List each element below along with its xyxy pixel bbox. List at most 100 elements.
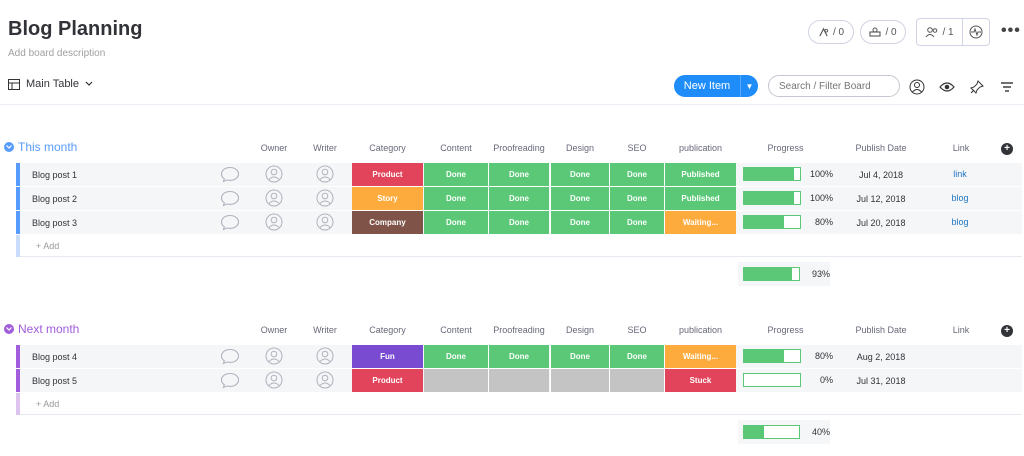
writer-avatar-icon[interactable] [316, 189, 334, 207]
seo-status-cell[interactable]: Done [610, 163, 664, 186]
content-status-cell[interactable]: Done [424, 345, 488, 368]
add-item-row[interactable]: + Add [16, 235, 1022, 257]
group-title[interactable]: This month [4, 140, 77, 154]
column-header-proofreading[interactable]: Proofreading [493, 325, 545, 335]
column-header-design[interactable]: Design [565, 143, 594, 153]
new-item-chevron-icon[interactable]: ▼ [740, 75, 758, 97]
chat-bubble-icon[interactable] [220, 214, 240, 231]
design-status-cell[interactable]: Done [551, 163, 609, 186]
publish-date-cell[interactable]: Jul 20, 2018 [856, 218, 906, 228]
more-options-icon[interactable]: ••• [1001, 22, 1021, 39]
column-header-date[interactable]: Publish Date [855, 325, 907, 335]
publication-status-cell[interactable]: Published [665, 163, 736, 186]
publish-date-cell[interactable]: Jul 31, 2018 [856, 376, 906, 386]
column-header-link[interactable]: Link [952, 143, 970, 153]
column-header-progress[interactable]: Progress [767, 325, 804, 335]
board-title[interactable]: Blog Planning [8, 18, 143, 40]
link-cell[interactable]: link [953, 169, 967, 179]
column-header-progress[interactable]: Progress [767, 143, 804, 153]
column-header-seo[interactable]: SEO [627, 325, 647, 335]
publication-status-cell[interactable]: Waiting... [665, 345, 736, 368]
seo-status-cell[interactable] [610, 369, 664, 392]
owner-avatar-icon[interactable] [265, 213, 283, 231]
link-cell[interactable]: blog [951, 193, 969, 203]
person-filter-icon[interactable] [908, 78, 926, 96]
item-name[interactable]: Blog post 2 [32, 194, 78, 204]
proofreading-status-cell[interactable] [489, 369, 549, 392]
owner-avatar-icon[interactable] [265, 371, 283, 389]
owner-avatar-icon[interactable] [265, 165, 283, 183]
add-column-icon[interactable]: + [1001, 325, 1013, 337]
column-header-writer[interactable]: Writer [313, 325, 337, 335]
item-name[interactable]: Blog post 5 [32, 376, 78, 386]
chat-bubble-icon[interactable] [220, 190, 240, 207]
link-cell[interactable]: blog [951, 217, 969, 227]
proofreading-status-cell[interactable]: Done [489, 163, 549, 186]
category-cell[interactable]: Story [352, 187, 423, 210]
writer-avatar-icon[interactable] [316, 213, 334, 231]
members-button[interactable]: / 1 [917, 19, 963, 45]
column-header-category[interactable]: Category [369, 143, 406, 153]
chat-bubble-icon[interactable] [220, 166, 240, 183]
column-header-content[interactable]: Content [440, 325, 472, 335]
category-cell[interactable]: Fun [352, 345, 423, 368]
seo-status-cell[interactable]: Done [610, 345, 664, 368]
view-selector[interactable]: Main Table [8, 78, 93, 90]
group-title[interactable]: Next month [4, 322, 79, 336]
column-header-date[interactable]: Publish Date [855, 143, 907, 153]
owner-avatar-icon[interactable] [265, 189, 283, 207]
members-control[interactable]: / 1 [916, 18, 990, 46]
column-header-category[interactable]: Category [369, 325, 406, 335]
column-header-seo[interactable]: SEO [627, 143, 647, 153]
publication-status-cell[interactable]: Waiting... [665, 211, 736, 234]
proofreading-status-cell[interactable]: Done [489, 345, 549, 368]
column-header-publication[interactable]: publication [678, 325, 723, 335]
design-status-cell[interactable]: Done [551, 211, 609, 234]
publish-date-cell[interactable]: Jul 12, 2018 [856, 194, 906, 204]
publish-date-cell[interactable]: Jul 4, 2018 [858, 170, 904, 180]
search-input[interactable] [768, 75, 900, 97]
content-status-cell[interactable] [424, 369, 488, 392]
sort-icon[interactable] [998, 78, 1016, 96]
chat-bubble-icon[interactable] [220, 372, 240, 389]
column-header-writer[interactable]: Writer [313, 143, 337, 153]
eye-icon[interactable] [938, 78, 956, 96]
publication-status-cell[interactable]: Stuck [665, 369, 736, 392]
seo-status-cell[interactable]: Done [610, 211, 664, 234]
add-column-icon[interactable]: + [1001, 143, 1013, 155]
column-header-proofreading[interactable]: Proofreading [493, 143, 545, 153]
owner-avatar-icon[interactable] [265, 347, 283, 365]
content-status-cell[interactable]: Done [424, 163, 488, 186]
activity-log-button[interactable] [963, 25, 989, 39]
collapse-group-icon[interactable] [4, 324, 14, 334]
publish-date-cell[interactable]: Aug 2, 2018 [856, 352, 906, 362]
collapse-group-icon[interactable] [4, 142, 14, 152]
item-name[interactable]: Blog post 1 [32, 170, 78, 180]
proofreading-status-cell[interactable]: Done [489, 187, 549, 210]
design-status-cell[interactable] [551, 369, 609, 392]
board-description[interactable]: Add board description [8, 48, 106, 59]
new-item-button[interactable]: New Item ▼ [674, 75, 758, 97]
category-cell[interactable]: Company [352, 211, 423, 234]
category-cell[interactable]: Product [352, 163, 423, 186]
design-status-cell[interactable]: Done [551, 345, 609, 368]
activity-button[interactable]: / 0 [808, 20, 854, 44]
column-header-owner[interactable]: Owner [260, 325, 288, 335]
content-status-cell[interactable]: Done [424, 211, 488, 234]
content-status-cell[interactable]: Done [424, 187, 488, 210]
item-name[interactable]: Blog post 4 [32, 352, 78, 362]
add-item-row[interactable]: + Add [16, 393, 1022, 415]
publication-status-cell[interactable]: Published [665, 187, 736, 210]
column-header-owner[interactable]: Owner [260, 143, 288, 153]
category-cell[interactable]: Product [352, 369, 423, 392]
column-header-publication[interactable]: publication [678, 143, 723, 153]
proofreading-status-cell[interactable]: Done [489, 211, 549, 234]
seo-status-cell[interactable]: Done [610, 187, 664, 210]
design-status-cell[interactable]: Done [551, 187, 609, 210]
column-header-design[interactable]: Design [565, 325, 594, 335]
pin-icon[interactable] [968, 78, 986, 96]
item-name[interactable]: Blog post 3 [32, 218, 78, 228]
writer-avatar-icon[interactable] [316, 347, 334, 365]
column-header-link[interactable]: Link [952, 325, 970, 335]
writer-avatar-icon[interactable] [316, 165, 334, 183]
